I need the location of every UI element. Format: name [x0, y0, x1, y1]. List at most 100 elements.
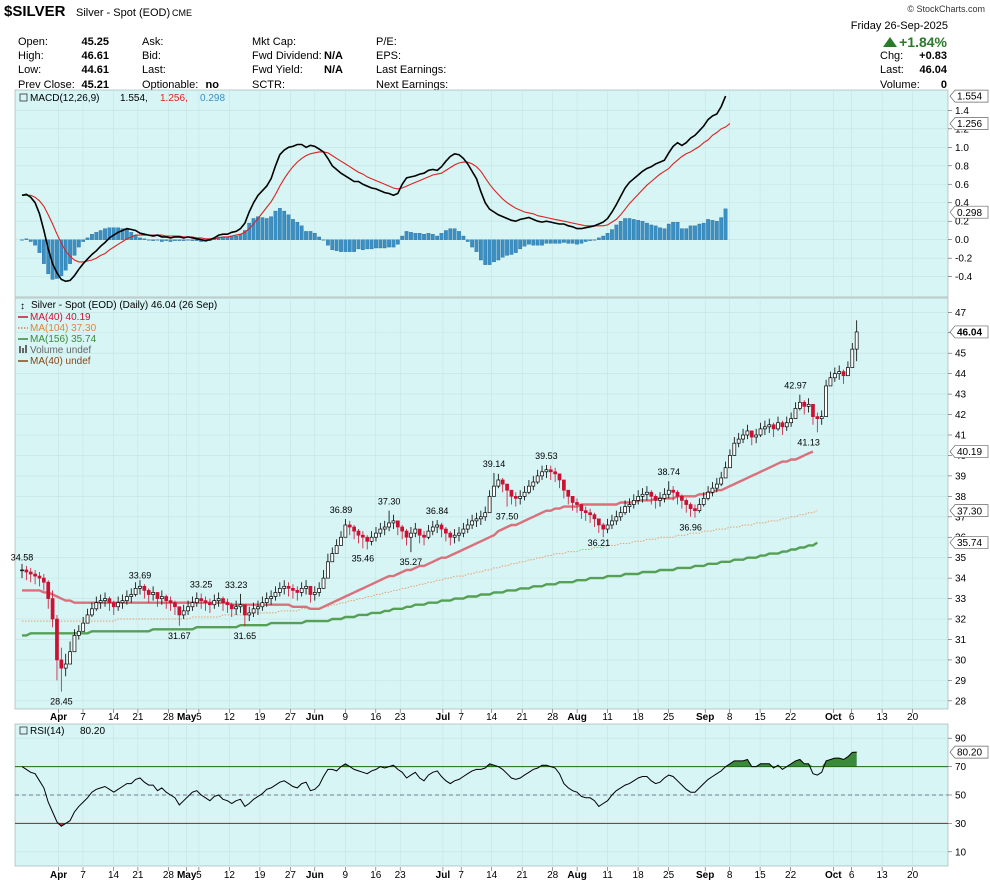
macd-histogram-bar	[492, 239, 496, 263]
macd-histogram-bar	[557, 239, 562, 244]
quote-label: Low:	[18, 64, 41, 76]
candle-body	[308, 585, 313, 595]
candle-body	[575, 502, 579, 505]
signal-line	[22, 123, 731, 263]
macd-histogram-bar	[304, 231, 308, 240]
macd-histogram-bar	[509, 239, 514, 255]
macd-histogram-bar	[470, 239, 474, 248]
candle-body	[164, 596, 169, 601]
y-tick-label: 35	[955, 553, 967, 564]
candle-body	[417, 528, 422, 536]
x-tick-label: 12	[224, 870, 236, 881]
x-tick-label: 14	[108, 870, 120, 881]
candle-body	[361, 534, 365, 538]
x-tick-label: 15	[755, 870, 767, 881]
macd-histogram-bar	[435, 235, 440, 240]
macd-histogram-bar	[81, 239, 86, 242]
macd-histogram-bar	[365, 239, 370, 250]
candle-body	[444, 528, 448, 534]
candle-body	[395, 520, 400, 528]
candle-body	[133, 588, 138, 595]
candle-body	[168, 600, 173, 604]
macd-legend-label: MACD(12,26,9)	[30, 93, 99, 104]
candle-body	[492, 485, 496, 497]
macd-histogram-bar	[374, 239, 378, 249]
candle-body	[671, 489, 675, 493]
candle-body	[592, 514, 597, 520]
macd-histogram-bar	[706, 219, 710, 240]
symbol-title: $SILVER	[4, 3, 66, 20]
candle-body	[776, 422, 780, 430]
candle-body	[714, 483, 719, 489]
x-tick-label: 7	[458, 712, 464, 723]
x-tick-label: 27	[285, 712, 297, 723]
x-axis-rsi: Apr 7 14 21 28 May 5 12 19 27 Jun 9 16 23 Jul 7 14 21 28 Au…	[50, 867, 919, 881]
candle-body	[155, 592, 160, 599]
macd-histogram-bar	[614, 224, 619, 240]
candle-body	[435, 524, 439, 528]
price-value-tag: 37.30	[957, 506, 982, 517]
macd-histogram-bar	[623, 218, 627, 240]
macd-histogram-bar	[631, 219, 636, 240]
candle-body	[282, 585, 287, 589]
candle-body	[208, 602, 212, 606]
quote-value: 46.61	[81, 50, 109, 62]
y-tick-label: 47	[955, 308, 967, 319]
candle-body	[374, 532, 378, 538]
quote-value: no	[206, 79, 220, 91]
candle-body	[264, 598, 269, 604]
price-annotation: 37.30	[378, 497, 401, 507]
candle-body	[846, 367, 850, 377]
rsi-legend-label: RSI(14)	[30, 726, 64, 737]
macd-histogram-bar	[671, 221, 675, 240]
x-tick-label: Sep	[696, 712, 714, 723]
y-tick-label: 34	[955, 574, 967, 585]
x-tick-label: May	[177, 712, 197, 723]
candle-body	[531, 481, 536, 487]
x-tick-label: 28	[163, 712, 175, 723]
candle-body	[697, 504, 702, 512]
quote-label: Mkt Cap:	[252, 36, 296, 48]
candle-body	[317, 588, 322, 593]
macd-histogram-bar	[487, 239, 492, 265]
ma156-line	[22, 541, 818, 637]
macd-histogram-bar	[159, 239, 164, 242]
macd-histogram-bar	[68, 239, 72, 264]
macd-histogram-bar	[684, 228, 689, 240]
quote-label: Next Earnings:	[376, 79, 448, 91]
candle-body	[28, 571, 33, 575]
x-tick-label: 13	[877, 870, 889, 881]
macd-histogram-bar	[308, 231, 313, 240]
macd-value-tag: 0.298	[957, 208, 982, 219]
price-annotation: 35.27	[400, 557, 423, 567]
candle-body	[68, 651, 72, 665]
candle-body	[430, 526, 435, 532]
macd-histogram-bar	[277, 208, 282, 240]
y-tick-label: 0.8	[955, 161, 969, 172]
candle-body	[129, 594, 134, 597]
candle-body	[470, 520, 474, 526]
price-legend-entry: MA(40) undef	[30, 356, 91, 367]
macd-histogram-bar	[478, 239, 483, 261]
macd-histogram-bar	[194, 239, 199, 241]
x-tick-label: May	[177, 870, 197, 881]
candle-body	[439, 524, 444, 530]
quote-label: Last:	[142, 64, 166, 76]
y-tick-label: 42	[955, 410, 967, 421]
macd-histogram-bar	[317, 236, 322, 240]
macd-histogram-bar	[24, 238, 29, 240]
macd-histogram-bar	[98, 230, 103, 240]
candle-body	[247, 612, 252, 616]
macd-histogram-bar	[583, 239, 588, 242]
candle-body	[199, 598, 204, 601]
quote-label: High:	[18, 50, 44, 62]
macd-histogram-bar	[575, 239, 579, 245]
macd-histogram-bar	[59, 239, 64, 276]
price-legend-title: Silver - Spot (EOD) (Daily) 46.04 (26 Se…	[31, 300, 217, 311]
macd-histogram-bar	[522, 239, 527, 247]
candle-body	[548, 469, 553, 473]
candle-body	[273, 592, 278, 597]
candle-body	[483, 512, 488, 518]
price-annotation: 38.74	[657, 467, 680, 477]
y-tick-label: -0.4	[955, 272, 973, 283]
